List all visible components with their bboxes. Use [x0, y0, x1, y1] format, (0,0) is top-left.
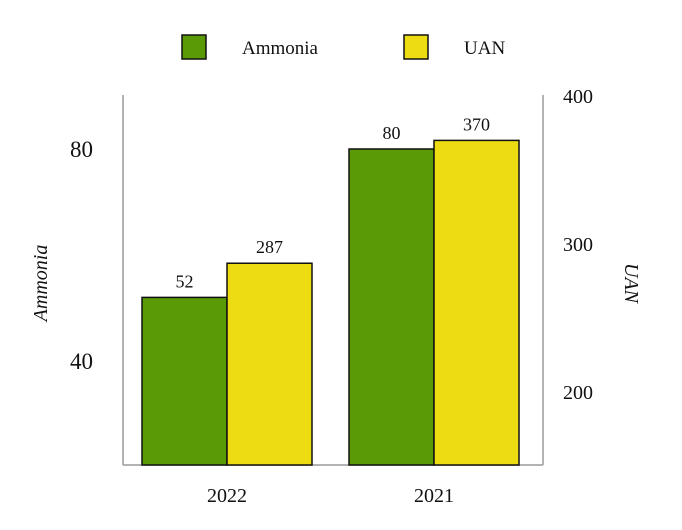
left-axis-title: Ammonia [30, 245, 52, 324]
left-axis-tick-label: 40 [70, 349, 93, 374]
data-labels: 52 287 80 370 [176, 114, 491, 291]
right-axis-tick-label: 400 [563, 86, 593, 108]
legend: Ammonia UAN [181, 34, 505, 60]
right-axis-title: UAN [620, 263, 642, 305]
data-label: 370 [463, 114, 490, 134]
data-label: 52 [176, 271, 194, 291]
legend-swatch-uan [403, 34, 429, 60]
legend-label: Ammonia [242, 38, 319, 59]
bar-ammonia-2021 [348, 148, 435, 466]
left-axis-tick-label: 80 [70, 137, 93, 162]
legend-label: UAN [464, 38, 505, 59]
bar-ammonia-2022 [141, 296, 228, 466]
data-label: 80 [383, 123, 401, 143]
bar-uan-2022 [226, 262, 313, 466]
axes: 40 80 200 300 400 Ammonia UAN 2022 2021 [30, 86, 642, 507]
data-label: 287 [256, 237, 283, 257]
right-axis-tick-label: 300 [563, 234, 593, 256]
legend-swatch-ammonia [181, 34, 207, 60]
x-tick-label: 2022 [207, 485, 247, 507]
bars [141, 139, 520, 466]
bar-uan-2021 [433, 139, 520, 466]
x-tick-label: 2021 [414, 485, 454, 507]
right-axis-tick-label: 200 [563, 382, 593, 404]
